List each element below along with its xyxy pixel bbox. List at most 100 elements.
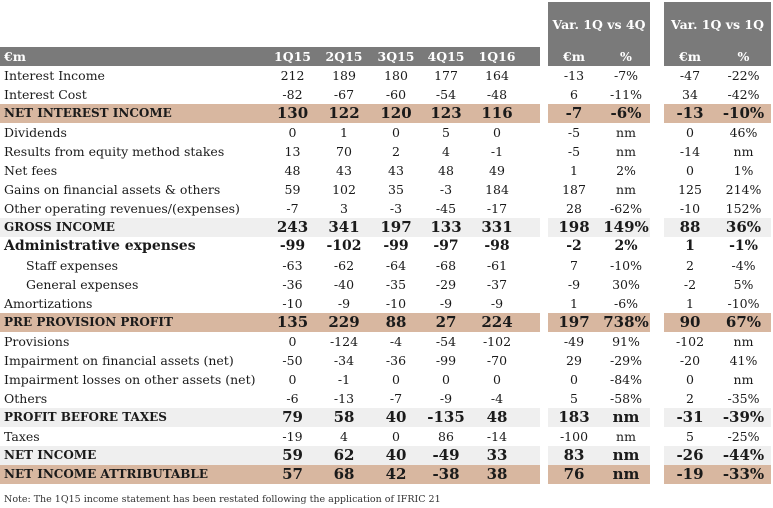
column-header-2: 2Q15	[325, 49, 363, 64]
table-cell: 42	[385, 465, 407, 483]
table-cell: -2	[683, 277, 697, 292]
table-cell: 2	[686, 391, 694, 406]
table-cell: 1	[570, 296, 578, 311]
table-cell: -1%	[729, 238, 758, 254]
table-cell: nm	[733, 144, 754, 159]
table-cell: 164	[485, 68, 509, 83]
row-highlight	[548, 218, 650, 237]
table-cell: -9	[337, 296, 351, 311]
table-cell: 0	[686, 125, 694, 140]
row-label: NET INCOME	[4, 448, 97, 462]
row-label: Impairment losses on other assets (net)	[4, 372, 256, 387]
table-cell: -26	[676, 446, 704, 464]
table-cell: 43	[336, 163, 352, 178]
row-label: Dividends	[4, 125, 67, 140]
table-cell: -10	[385, 296, 407, 311]
table-cell: 0	[570, 372, 578, 387]
table-cell: 58	[333, 408, 355, 426]
table-cell: 48	[284, 163, 301, 178]
table-cell: -35%	[727, 391, 760, 406]
row-highlight	[548, 408, 650, 427]
table-cell: 177	[434, 68, 458, 83]
table-cell: -10%	[722, 104, 765, 122]
table-cell: 229	[328, 313, 360, 331]
table-cell: -7%	[613, 68, 639, 83]
header-gap-2	[650, 47, 664, 66]
table-cell: -38	[432, 465, 460, 483]
table-cell: -61	[486, 258, 508, 273]
table-cell: 13	[284, 144, 301, 159]
table-cell: 86	[438, 429, 454, 444]
row-label: Provisions	[4, 334, 70, 349]
table-cell: 120	[380, 104, 412, 122]
table-cell: 0	[288, 125, 297, 140]
row-label: GROSS INCOME	[4, 220, 115, 234]
table-cell: -42%	[727, 87, 760, 102]
table-cell: 91%	[612, 334, 640, 349]
table-cell: nm	[612, 408, 640, 426]
column-header-1: 1Q15	[274, 49, 311, 64]
table-cell: -64	[385, 258, 407, 273]
group-header-var-4q: Var. 1Q vs 4Q	[552, 17, 646, 32]
table-cell: 79	[282, 408, 303, 426]
table-cell: -34	[333, 353, 355, 368]
table-cell: -4	[490, 391, 504, 406]
table-cell: -62%	[609, 201, 642, 216]
row-label: Interest Income	[4, 68, 105, 83]
table-cell: -100	[559, 429, 589, 444]
table-cell: 0	[493, 372, 501, 387]
table-cell: 76	[563, 465, 585, 483]
table-cell: -49	[432, 446, 460, 464]
table-cell: -135	[427, 408, 465, 426]
table-cell: 198	[558, 218, 590, 236]
table-cell: -102	[675, 334, 705, 349]
table-cell: nm	[616, 182, 636, 197]
table-cell: 2	[686, 258, 694, 273]
row-label: General expenses	[26, 277, 139, 292]
table-cell: 43	[388, 163, 404, 178]
table-cell: 0	[493, 125, 501, 140]
table-cell: -6%	[613, 296, 639, 311]
column-header-6: €m	[563, 49, 585, 64]
table-cell: 0	[686, 163, 694, 178]
row-highlight	[0, 465, 540, 484]
table-cell: -47	[679, 68, 701, 83]
table-cell: 40	[385, 446, 407, 464]
table-cell: -1	[337, 372, 351, 387]
table-cell: nm	[616, 429, 636, 444]
table-cell: 0	[442, 372, 450, 387]
footnote: Note: The 1Q15 income statement has been…	[4, 494, 441, 505]
table-cell: -14	[679, 144, 701, 159]
table-cell: 149%	[603, 218, 649, 236]
table-cell: 1%	[733, 163, 754, 178]
table-cell: -82	[282, 87, 303, 102]
row-label: Others	[4, 391, 48, 406]
table-cell: 27	[435, 313, 457, 331]
table-cell: 41%	[729, 353, 758, 368]
table-cell: 180	[384, 68, 408, 83]
table-cell: -67	[333, 87, 355, 102]
row-highlight	[664, 446, 771, 465]
table-cell: 187	[562, 182, 586, 197]
table-cell: -99	[435, 353, 457, 368]
table-cell: 4	[340, 429, 348, 444]
table-cell: -19	[282, 429, 303, 444]
column-header-4: 4Q15	[427, 49, 465, 64]
table-cell: 0	[392, 372, 400, 387]
table-cell: -13	[333, 391, 355, 406]
table-cell: -54	[435, 87, 457, 102]
row-label: Taxes	[4, 429, 40, 444]
table-cell: 738%	[603, 313, 649, 331]
table-cell: -13	[563, 68, 585, 83]
table-cell: 135	[276, 313, 309, 331]
table-cell: -5	[567, 144, 581, 159]
table-cell: 70	[336, 144, 352, 159]
table-cell: 90	[679, 313, 701, 331]
table-cell: -97	[433, 238, 459, 254]
table-cell: 152%	[725, 201, 762, 216]
table-cell: 4	[442, 144, 450, 159]
table-cell: 184	[485, 182, 509, 197]
table-cell: -6%	[610, 104, 642, 122]
table-cell: 197	[380, 218, 412, 236]
table-cell: -7	[565, 104, 583, 122]
